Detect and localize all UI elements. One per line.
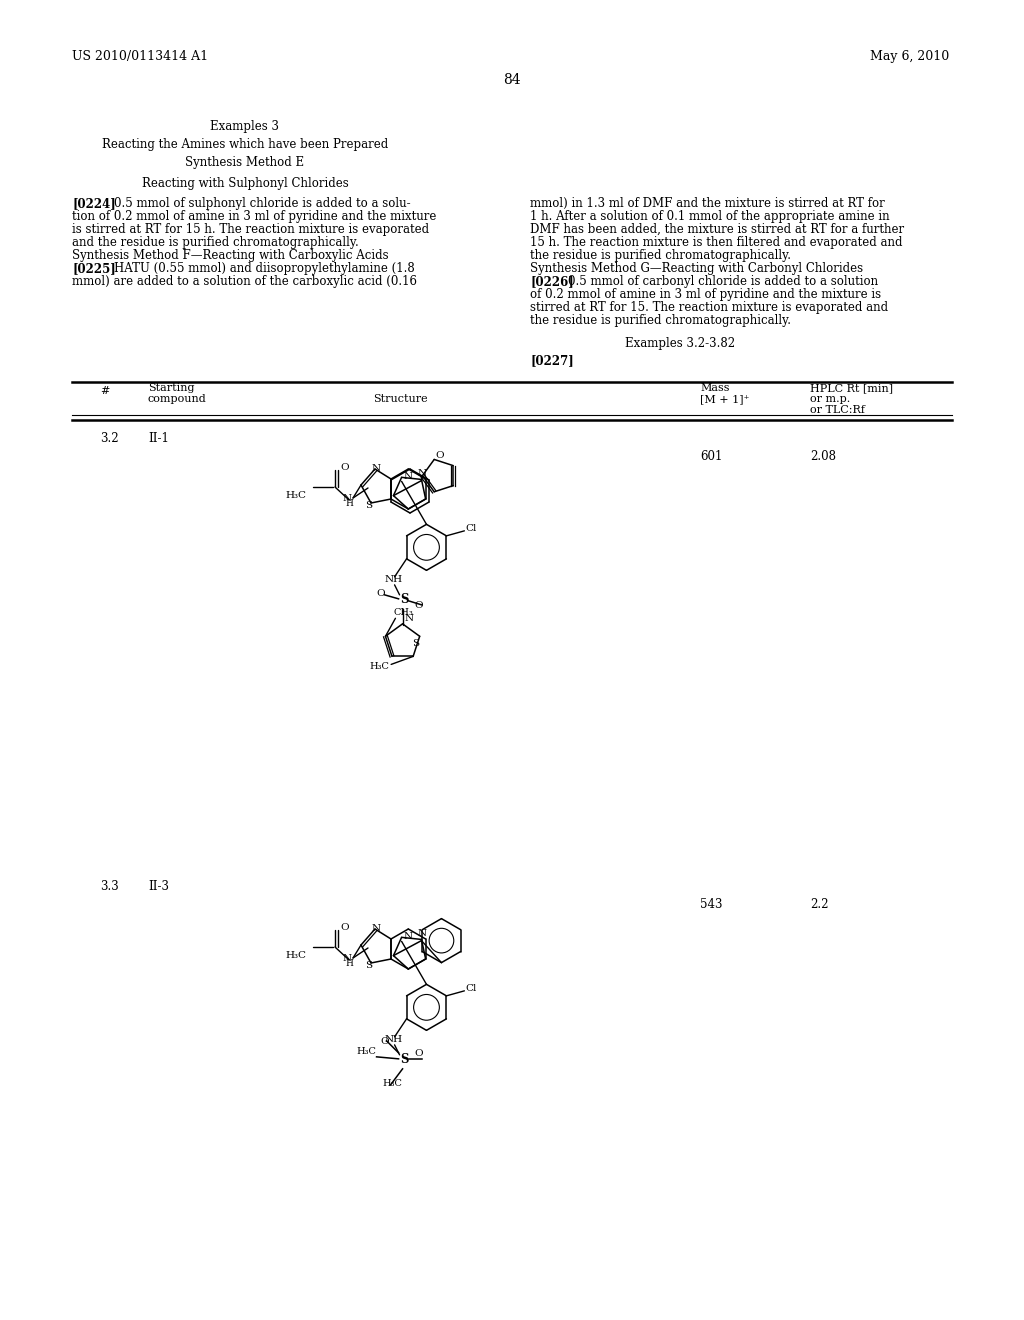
Text: II-1: II-1 — [148, 432, 169, 445]
Text: NH: NH — [385, 574, 402, 583]
Text: 15 h. The reaction mixture is then filtered and evaporated and: 15 h. The reaction mixture is then filte… — [530, 236, 902, 249]
Text: O: O — [415, 601, 423, 610]
Text: and the residue is purified chromatographically.: and the residue is purified chromatograp… — [72, 236, 358, 249]
Text: Examples 3.2-3.82: Examples 3.2-3.82 — [625, 337, 735, 350]
Text: H₃C: H₃C — [285, 950, 306, 960]
Text: N: N — [403, 932, 413, 941]
Text: 3.2: 3.2 — [100, 432, 119, 445]
Text: O: O — [415, 1049, 423, 1057]
Text: 0.5 mmol of sulphonyl chloride is added to a solu-: 0.5 mmol of sulphonyl chloride is added … — [114, 197, 411, 210]
Text: the residue is purified chromatographically.: the residue is purified chromatographica… — [530, 249, 791, 261]
Text: S: S — [365, 961, 372, 970]
Text: mmol) in 1.3 ml of DMF and the mixture is stirred at RT for: mmol) in 1.3 ml of DMF and the mixture i… — [530, 197, 885, 210]
Text: N: N — [343, 494, 352, 503]
Text: mmol) are added to a solution of the carboxylic acid (0.16: mmol) are added to a solution of the car… — [72, 275, 417, 288]
Text: H₃C: H₃C — [285, 491, 306, 500]
Text: S: S — [400, 1053, 409, 1065]
Text: HPLC Rt [min]: HPLC Rt [min] — [810, 383, 893, 393]
Text: O: O — [340, 923, 348, 932]
Text: 601: 601 — [700, 450, 722, 463]
Text: N: N — [404, 614, 414, 623]
Text: Reacting with Sulphonyl Chlorides: Reacting with Sulphonyl Chlorides — [141, 177, 348, 190]
Text: S: S — [400, 593, 409, 606]
Text: N: N — [372, 924, 381, 933]
Text: Cl: Cl — [465, 983, 477, 993]
Text: Synthesis Method E: Synthesis Method E — [185, 156, 304, 169]
Text: 543: 543 — [700, 898, 723, 911]
Text: NH: NH — [385, 1035, 402, 1044]
Text: Starting: Starting — [148, 383, 195, 393]
Text: O: O — [377, 589, 385, 598]
Text: N: N — [372, 465, 381, 473]
Text: Cl: Cl — [465, 524, 477, 533]
Text: H: H — [345, 499, 353, 508]
Text: S: S — [412, 639, 419, 648]
Text: S: S — [365, 502, 372, 510]
Text: N: N — [418, 929, 427, 939]
Text: H₃C: H₃C — [383, 1078, 402, 1088]
Text: 2.2: 2.2 — [810, 898, 828, 911]
Text: or m.p.: or m.p. — [810, 393, 850, 404]
Text: 84: 84 — [503, 73, 521, 87]
Text: 0.5 mmol of carbonyl chloride is added to a solution: 0.5 mmol of carbonyl chloride is added t… — [568, 275, 879, 288]
Text: N: N — [403, 473, 413, 482]
Text: Structure: Structure — [373, 393, 427, 404]
Text: 1 h. After a solution of 0.1 mmol of the appropriate amine in: 1 h. After a solution of 0.1 mmol of the… — [530, 210, 890, 223]
Text: or TLC:Rf: or TLC:Rf — [810, 405, 865, 414]
Text: tion of 0.2 mmol of amine in 3 ml of pyridine and the mixture: tion of 0.2 mmol of amine in 3 ml of pyr… — [72, 210, 436, 223]
Text: O: O — [435, 450, 444, 459]
Text: II-3: II-3 — [148, 880, 169, 894]
Text: O: O — [381, 1036, 389, 1045]
Text: CH₃: CH₃ — [393, 609, 414, 618]
Text: compound: compound — [148, 393, 207, 404]
Text: Mass: Mass — [700, 383, 729, 393]
Text: N: N — [343, 954, 352, 964]
Text: H₃C: H₃C — [369, 663, 389, 672]
Text: [0225]: [0225] — [72, 261, 116, 275]
Text: is stirred at RT for 15 h. The reaction mixture is evaporated: is stirred at RT for 15 h. The reaction … — [72, 223, 429, 236]
Text: US 2010/0113414 A1: US 2010/0113414 A1 — [72, 50, 208, 63]
Text: O: O — [340, 463, 348, 473]
Text: Reacting the Amines which have been Prepared: Reacting the Amines which have been Prep… — [101, 139, 388, 150]
Text: N: N — [418, 470, 427, 478]
Text: the residue is purified chromatographically.: the residue is purified chromatographica… — [530, 314, 791, 327]
Text: H₃C: H₃C — [356, 1047, 377, 1056]
Text: [0227]: [0227] — [530, 354, 573, 367]
Text: 3.3: 3.3 — [100, 880, 119, 894]
Text: of 0.2 mmol of amine in 3 ml of pyridine and the mixture is: of 0.2 mmol of amine in 3 ml of pyridine… — [530, 288, 881, 301]
Text: HATU (0.55 mmol) and diisopropylethylamine (1.8: HATU (0.55 mmol) and diisopropylethylami… — [114, 261, 415, 275]
Text: [0224]: [0224] — [72, 197, 116, 210]
Text: 2.08: 2.08 — [810, 450, 836, 463]
Text: Synthesis Method F—Reacting with Carboxylic Acids: Synthesis Method F—Reacting with Carboxy… — [72, 249, 389, 261]
Text: May 6, 2010: May 6, 2010 — [870, 50, 949, 63]
Text: [M + 1]⁺: [M + 1]⁺ — [700, 393, 750, 404]
Text: [0226]: [0226] — [530, 275, 573, 288]
Text: #: # — [100, 385, 110, 396]
Text: stirred at RT for 15. The reaction mixture is evaporated and: stirred at RT for 15. The reaction mixtu… — [530, 301, 888, 314]
Text: H: H — [345, 960, 353, 968]
Text: Synthesis Method G—Reacting with Carbonyl Chlorides: Synthesis Method G—Reacting with Carbony… — [530, 261, 863, 275]
Text: DMF has been added, the mixture is stirred at RT for a further: DMF has been added, the mixture is stirr… — [530, 223, 904, 236]
Text: Examples 3: Examples 3 — [211, 120, 280, 133]
